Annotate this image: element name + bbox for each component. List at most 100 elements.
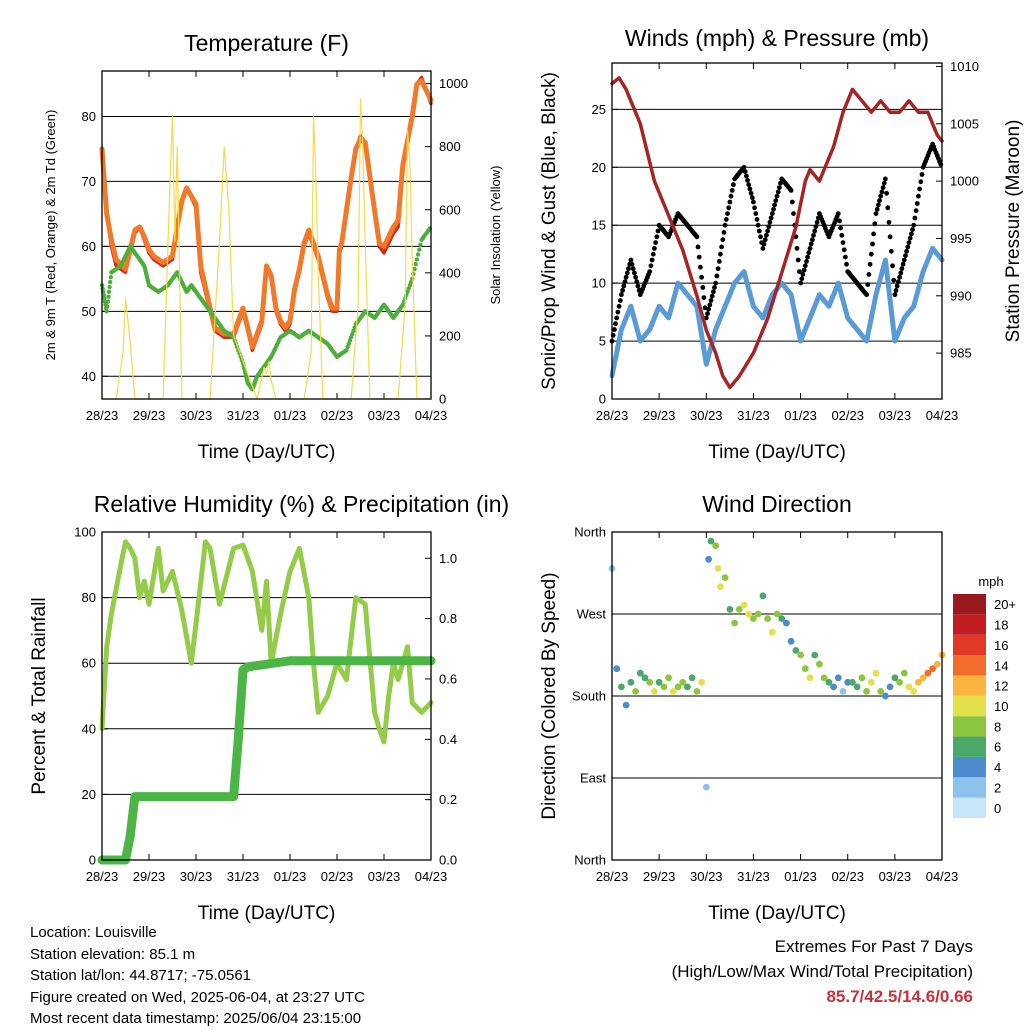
- gust-point: [700, 285, 706, 290]
- dir-plot-frame: [611, 531, 943, 861]
- rh-xlabel: Time (Day/UTC): [198, 903, 336, 924]
- dewpoint-point: [344, 348, 349, 353]
- direction-point: [679, 678, 687, 686]
- gust-point: [903, 253, 908, 258]
- rh-xtick-label: 04/23: [415, 869, 448, 884]
- gust-point: [919, 172, 925, 177]
- wind-yrtick-label: 985: [950, 346, 972, 361]
- wind-ytick-label: 0: [599, 392, 606, 407]
- gust-point: [881, 180, 887, 186]
- wind-yrtick-label: 1010: [950, 59, 979, 74]
- gust-point: [653, 240, 658, 246]
- rh-ytick-label: 60: [82, 656, 96, 671]
- gust-point: [707, 302, 713, 308]
- gust-point: [884, 190, 889, 196]
- temp-xtick-label: 30/23: [180, 408, 213, 423]
- colorbar-label: 14: [994, 658, 1008, 673]
- direction-point: [806, 674, 814, 682]
- dir-xtick-label: 04/23: [926, 869, 959, 884]
- gust-point: [794, 246, 800, 251]
- gust-point: [748, 190, 754, 196]
- gust-point: [777, 185, 782, 191]
- gust-point: [705, 311, 710, 316]
- direction-point: [613, 665, 621, 673]
- gust-point: [880, 185, 886, 191]
- colorbar-swatch: [953, 777, 986, 798]
- colorbar-swatch: [953, 594, 986, 615]
- direction-point: [924, 669, 932, 677]
- dir-xtick-label: 31/23: [737, 869, 770, 884]
- gust-point: [766, 224, 772, 230]
- gust-point: [719, 244, 724, 250]
- direction-point: [801, 665, 809, 673]
- direction-point: [740, 601, 748, 609]
- rh-yrtick-label: 1.0: [439, 551, 457, 566]
- extremes-box: Extremes For Past 7 Days (High/Low/Max W…: [672, 934, 973, 1009]
- dir-ytick-label: East: [580, 771, 606, 786]
- direction-point: [787, 637, 795, 645]
- gust-point: [652, 246, 657, 251]
- gust-point: [795, 257, 801, 263]
- direction-point: [849, 678, 856, 686]
- gust-point: [894, 283, 900, 289]
- rh-ytick-label: 40: [82, 721, 96, 736]
- gust-point: [900, 261, 906, 267]
- gust-point: [844, 261, 849, 267]
- wind-ytick-label: 10: [592, 276, 606, 291]
- gust-point: [725, 211, 730, 217]
- colorbar-label: 18: [994, 618, 1008, 633]
- rh-ytick-label: 100: [74, 525, 96, 540]
- gust-point: [713, 280, 719, 286]
- direction-point: [660, 683, 668, 691]
- gust-point: [767, 219, 773, 225]
- gust-point: [649, 257, 655, 263]
- gust-point: [773, 198, 779, 204]
- direction-point: [858, 674, 866, 682]
- direction-point: [651, 688, 658, 695]
- direction-point: [646, 678, 654, 686]
- dewpoint-point: [417, 247, 422, 252]
- wind-ytick-label: 25: [592, 102, 606, 117]
- colorbar-label: 2: [994, 780, 1001, 795]
- gust-point: [864, 292, 869, 298]
- direction-point: [712, 542, 720, 550]
- gust-point: [765, 228, 770, 234]
- gust-point: [726, 205, 732, 211]
- gust-point: [714, 273, 720, 279]
- colorbar-label: 16: [994, 638, 1008, 653]
- gust-point: [754, 217, 760, 222]
- gust-point: [708, 298, 714, 303]
- gust-point: [747, 186, 753, 192]
- relative-humidity-line: [99, 539, 434, 745]
- rh-ytick-label: 0: [89, 853, 96, 868]
- gust-point: [632, 270, 637, 276]
- temp-yrtick-label: 600: [439, 202, 461, 217]
- colorbar-label: 8: [994, 719, 1001, 734]
- rh-xtick-label: 29/23: [133, 869, 166, 884]
- gust-point: [698, 264, 703, 270]
- dewpoint-point: [414, 257, 420, 262]
- gust-point: [775, 189, 781, 195]
- temp-yrtick-label: 800: [439, 139, 461, 154]
- extremes-values: 85.7/42.5/14.6/0.66: [826, 987, 973, 1006]
- direction-point: [632, 688, 639, 695]
- temp-ytick-label: 50: [82, 304, 96, 319]
- dewpoint-point: [348, 335, 354, 340]
- gust-point: [806, 250, 812, 256]
- gust-point: [916, 193, 921, 199]
- gust-point: [655, 228, 661, 234]
- gust-point: [619, 292, 624, 298]
- gust-point: [742, 169, 748, 175]
- elevation-text: Station elevation: 85.1 m: [30, 945, 196, 963]
- colorbar-swatch: [953, 634, 986, 656]
- temp-yrtick-label: 0: [439, 392, 446, 407]
- gust-point: [897, 274, 902, 280]
- direction-point: [636, 669, 644, 677]
- direction-point: [641, 674, 649, 682]
- gust-point: [727, 199, 733, 205]
- dir-xtick-label: 28/23: [596, 869, 629, 884]
- direction-point: [750, 615, 757, 622]
- direction-point: [754, 610, 762, 618]
- colorbar-swatch: [953, 655, 986, 676]
- temp-ylabel-right: Solar Insolation (Yellow): [488, 166, 503, 305]
